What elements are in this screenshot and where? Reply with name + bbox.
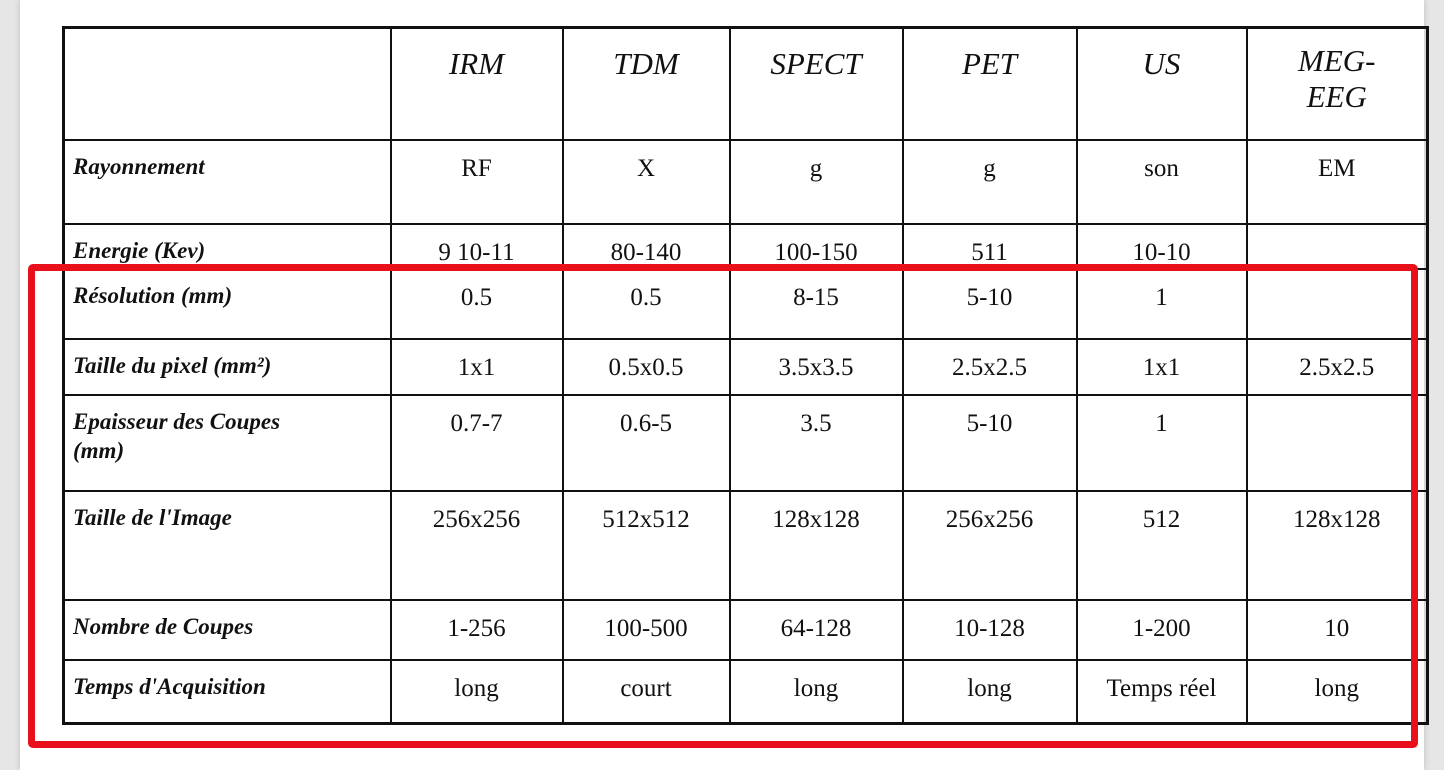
row-label-taille-pixel: Taille du pixel (mm²) xyxy=(62,337,392,396)
table-cell: 1x1 xyxy=(1075,337,1248,396)
header-tdm: TDM xyxy=(561,26,731,141)
table-cell: 512x512 xyxy=(561,489,731,601)
table-cell: 2.5x2.5 xyxy=(901,337,1078,396)
header-meg-eeg: MEG- EEG xyxy=(1245,26,1429,141)
table-cell: 2.5x2.5 xyxy=(1245,337,1429,396)
row-label-temps-acquisition: Temps d'Acquisition xyxy=(62,658,392,725)
table-cell: 0.6-5 xyxy=(561,393,731,492)
row-label-epaisseur-text: Epaisseur des Coupes (mm) xyxy=(73,408,281,463)
table-cell: long xyxy=(389,658,564,725)
table-cell: RF xyxy=(389,138,564,225)
table-cell: 80-140 xyxy=(561,222,731,270)
table-cell: 256x256 xyxy=(389,489,564,601)
table-cell: EM xyxy=(1245,138,1429,225)
table-cell: 1-256 xyxy=(389,598,564,661)
row-label-epaisseur: Epaisseur des Coupes (mm) xyxy=(62,393,392,492)
table-cell: 10-10 xyxy=(1075,222,1248,270)
table-row: Epaisseur des Coupes (mm) 0.7-7 0.6-5 3.… xyxy=(62,393,1429,492)
table-cell: 128x128 xyxy=(1245,489,1429,601)
table-cell: 0.7-7 xyxy=(389,393,564,492)
row-label-rayonnement: Rayonnement xyxy=(62,138,392,225)
table-cell: 1 xyxy=(1075,267,1248,340)
row-label-taille-image: Taille de l'Image xyxy=(62,489,392,601)
header-us: US xyxy=(1075,26,1248,141)
table-cell xyxy=(1245,393,1429,492)
table-row: Taille du pixel (mm²) 1x1 0.5x0.5 3.5x3.… xyxy=(62,337,1429,396)
table-cell: 1-200 xyxy=(1075,598,1248,661)
table-cell: 8-15 xyxy=(728,267,904,340)
table-cell xyxy=(1245,222,1429,270)
table-cell: 5-10 xyxy=(901,393,1078,492)
table-row: Nombre de Coupes 1-256 100-500 64-128 10… xyxy=(62,598,1429,661)
table-cell: son xyxy=(1075,138,1248,225)
table-cell: 128x128 xyxy=(728,489,904,601)
table-cell: 511 xyxy=(901,222,1078,270)
row-label-nombre-coupes: Nombre de Coupes xyxy=(62,598,392,661)
table-cell: g xyxy=(728,138,904,225)
table-header-row: IRM TDM SPECT PET US MEG- EEG xyxy=(62,26,1429,141)
table-cell: 256x256 xyxy=(901,489,1078,601)
table-cell: court xyxy=(561,658,731,725)
table-cell: 3.5 xyxy=(728,393,904,492)
table-row: Résolution (mm) 0.5 0.5 8-15 5-10 1 xyxy=(62,267,1429,340)
table-row: Rayonnement RF X g g son EM xyxy=(62,138,1429,225)
table-cell: 100-500 xyxy=(561,598,731,661)
slide-page: IRM TDM SPECT PET US MEG- EEG Rayonnemen… xyxy=(20,0,1429,770)
table-cell: 0.5x0.5 xyxy=(561,337,731,396)
row-label-resolution: Résolution (mm) xyxy=(62,267,392,340)
table-cell: 512 xyxy=(1075,489,1248,601)
imaging-modalities-table: IRM TDM SPECT PET US MEG- EEG Rayonnemen… xyxy=(62,26,1429,726)
table-cell: 64-128 xyxy=(728,598,904,661)
row-label-energie: Energie (Kev) xyxy=(62,222,392,270)
header-irm: IRM xyxy=(389,26,564,141)
table-cell: 5-10 xyxy=(901,267,1078,340)
table-cell: g xyxy=(901,138,1078,225)
table-cell: long xyxy=(728,658,904,725)
header-spect: SPECT xyxy=(728,26,904,141)
table-cell: 1x1 xyxy=(389,337,564,396)
table-cell: 1 xyxy=(1075,393,1248,492)
table-row: Taille de l'Image 256x256 512x512 128x12… xyxy=(62,489,1429,601)
header-pet: PET xyxy=(901,26,1078,141)
table-row: Temps d'Acquisition long court long long… xyxy=(62,658,1429,725)
table-cell: 10-128 xyxy=(901,598,1078,661)
table-cell: 100-150 xyxy=(728,222,904,270)
table-cell: 0.5 xyxy=(561,267,731,340)
table-cell: 10 xyxy=(1245,598,1429,661)
table-cell xyxy=(1245,267,1429,340)
header-empty-cell xyxy=(62,26,392,141)
header-meg-eeg-text: MEG- EEG xyxy=(1298,43,1376,114)
table-row: Energie (Kev) 9 10-11 80-140 100-150 511… xyxy=(62,222,1429,270)
table-cell: 9 10-11 xyxy=(389,222,564,270)
table-cell: long xyxy=(1245,658,1429,725)
table-cell: 0.5 xyxy=(389,267,564,340)
table-cell: Temps réel xyxy=(1075,658,1248,725)
table-cell: long xyxy=(901,658,1078,725)
table-cell: 3.5x3.5 xyxy=(728,337,904,396)
table-cell: X xyxy=(561,138,731,225)
